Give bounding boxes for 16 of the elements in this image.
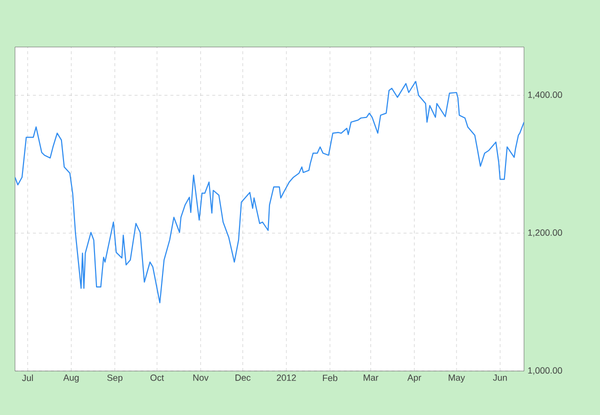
y-tick-label: 1,000.00 <box>528 367 562 375</box>
x-tick-label: Nov <box>193 374 209 381</box>
x-tick-label: Aug <box>63 374 79 383</box>
x-tick-label: Feb <box>322 374 338 382</box>
x-tick-label: Sep <box>107 374 122 383</box>
y-tick-label: 1,400.00 <box>528 92 562 99</box>
x-tick-label: Oct <box>150 374 164 381</box>
x-tick-label: May <box>448 374 465 383</box>
y-tick-label: 1,200.00 <box>528 229 562 237</box>
line-series <box>15 80 524 304</box>
x-tick-label: Jul <box>22 374 33 382</box>
x-tick-label: Jun <box>493 374 507 381</box>
x-tick-label: 2012 <box>276 374 296 381</box>
x-tick-label: Apr <box>407 374 422 383</box>
x-tick-label: Mar <box>364 374 378 381</box>
x-tick-label: Dec <box>236 374 251 381</box>
